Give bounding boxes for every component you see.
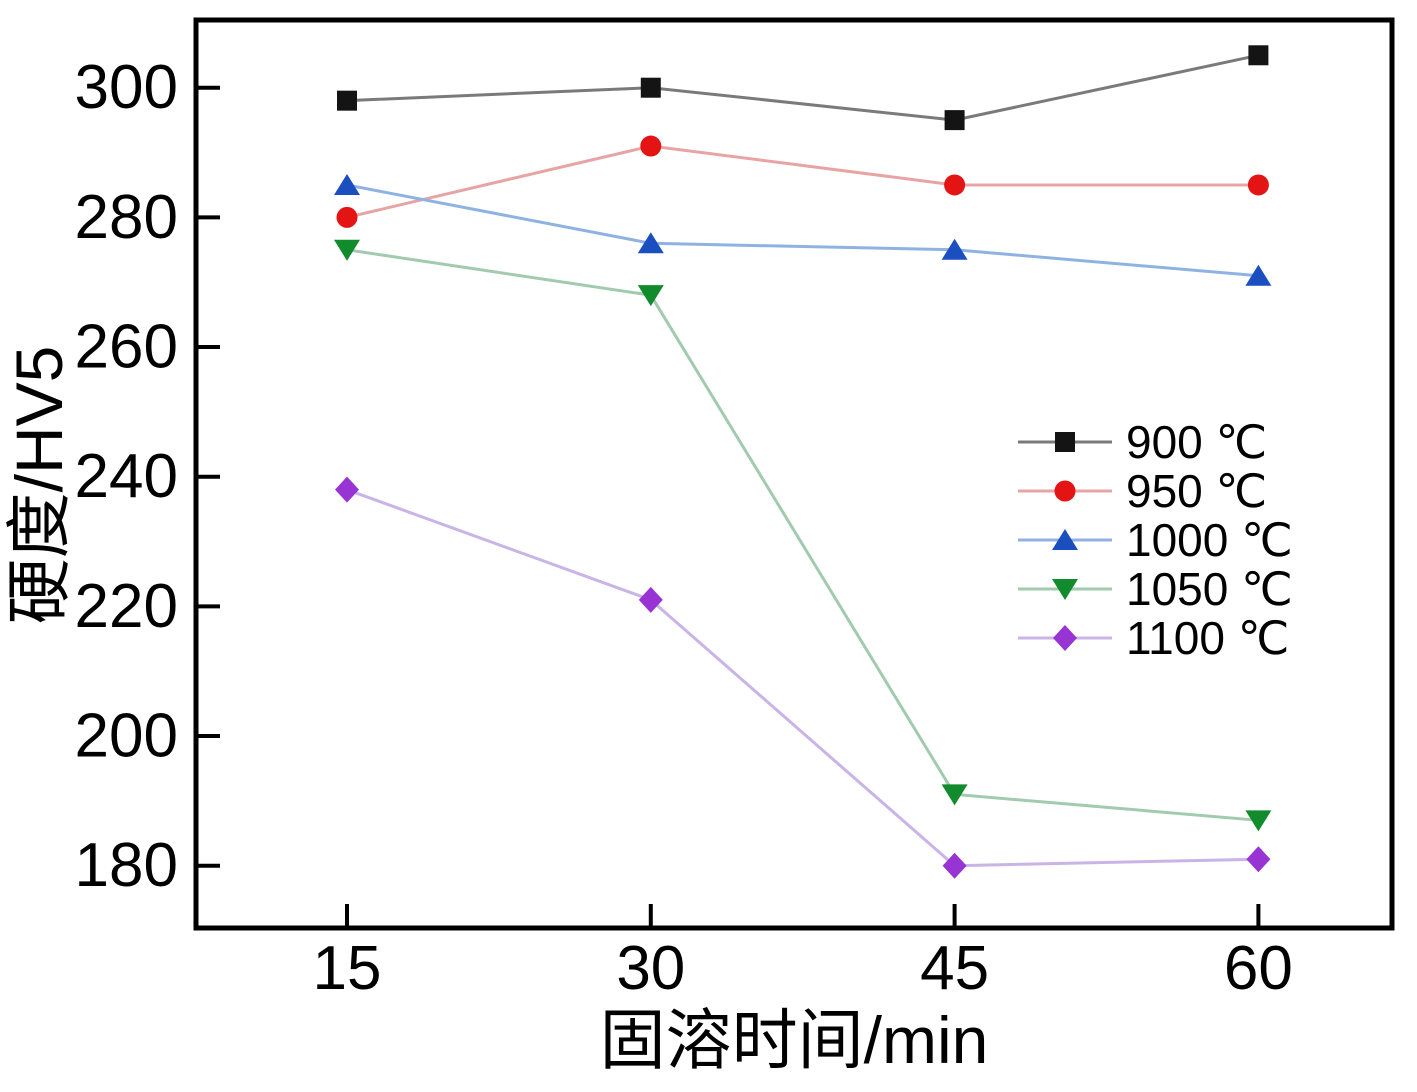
- y-tick-label: 180: [75, 831, 178, 900]
- y-tick-label: 300: [75, 53, 178, 122]
- series-line-1100 ℃: [346, 488, 1259, 868]
- data-point-1100 ℃-15: [335, 476, 359, 503]
- data-point-1000 ℃-60: [1245, 264, 1272, 286]
- data-point-1100 ℃-30: [638, 586, 663, 613]
- y-tick-label: 200: [75, 702, 178, 771]
- data-point-1050 ℃-45: [941, 784, 968, 806]
- legend-marker: [1052, 529, 1078, 550]
- series-line-950 ℃: [346, 144, 1259, 219]
- x-tick-label: 60: [1224, 934, 1293, 1003]
- y-axis-title: 硬度/HV5: [2, 346, 76, 625]
- data-point-950 ℃-45: [944, 174, 966, 196]
- legend-entry: 950 ℃: [1018, 465, 1267, 517]
- legend-label: 1050 ℃: [1126, 563, 1293, 615]
- x-tick-label: 30: [616, 934, 685, 1003]
- data-point-1100 ℃-45: [942, 852, 967, 879]
- data-point-900 ℃-30: [640, 77, 661, 98]
- data-point-900 ℃-45: [944, 110, 965, 131]
- x-tick-label: 45: [920, 934, 989, 1003]
- legend-label: 1100 ℃: [1126, 612, 1289, 664]
- series-line-1050 ℃: [346, 248, 1259, 822]
- data-point-1050 ℃-30: [637, 285, 664, 307]
- legend-marker: [1054, 480, 1076, 502]
- y-tick-label: 220: [75, 572, 178, 641]
- data-point-1000 ℃-15: [334, 173, 360, 195]
- data-point-1100 ℃-60: [1246, 846, 1271, 873]
- y-tick-label: 240: [75, 442, 178, 511]
- data-point-950 ℃-30: [640, 135, 662, 157]
- data-point-1050 ℃-60: [1245, 810, 1272, 832]
- legend-entry: 900 ℃: [1018, 416, 1267, 468]
- data-point-950 ℃-15: [336, 206, 358, 228]
- legend-label: 950 ℃: [1126, 465, 1267, 517]
- data-point-900 ℃-15: [337, 90, 357, 111]
- legend-entry: 1100 ℃: [1018, 612, 1289, 664]
- legend-label: 1000 ℃: [1126, 514, 1293, 566]
- data-point-1050 ℃-15: [334, 239, 360, 261]
- legend-entry: 1050 ℃: [1018, 563, 1293, 615]
- legend-marker: [1053, 625, 1077, 651]
- series-line-1000 ℃: [346, 183, 1259, 278]
- legend-label: 900 ℃: [1126, 416, 1267, 468]
- legend-marker: [1052, 579, 1078, 600]
- y-tick-label: 280: [75, 183, 178, 252]
- data-point-1000 ℃-30: [637, 232, 664, 254]
- legend-marker: [1055, 432, 1075, 452]
- data-point-900 ℃-60: [1248, 45, 1269, 66]
- x-axis-title: 固溶时间/min: [600, 1003, 989, 1077]
- legend-entry: 1000 ℃: [1018, 514, 1293, 566]
- series-line-900 ℃: [346, 53, 1259, 122]
- data-point-1000 ℃-45: [941, 238, 968, 260]
- x-tick-label: 15: [313, 934, 382, 1003]
- y-tick-label: 260: [75, 313, 178, 382]
- data-point-950 ℃-60: [1247, 174, 1269, 196]
- plot-border: [193, 17, 1395, 931]
